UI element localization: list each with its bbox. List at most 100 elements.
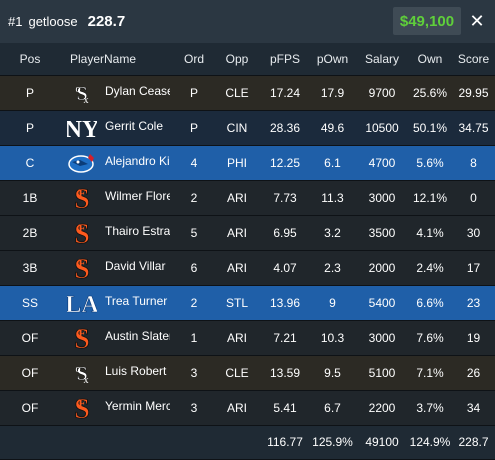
player-name[interactable]: Austin Slater bbox=[105, 320, 175, 355]
batting-order: 3 bbox=[175, 355, 213, 390]
projected-fps: 17.24 bbox=[261, 75, 309, 110]
svg-text:S: S bbox=[74, 254, 90, 283]
actual-ownership: 5.6% bbox=[408, 145, 452, 180]
projected-ownership: 49.6 bbox=[309, 110, 356, 145]
dodgers-icon: LA bbox=[64, 288, 100, 318]
column-header-own[interactable]: Own bbox=[408, 43, 452, 75]
svg-text:S: S bbox=[74, 219, 90, 248]
column-header-opp[interactable]: Opp bbox=[213, 43, 261, 75]
table-header-row: Pos PlayerName Ord Opp pFPS pOwn Salary … bbox=[0, 43, 495, 75]
player-name[interactable]: Alejandro Kirk bbox=[105, 145, 175, 180]
svg-text:F: F bbox=[78, 326, 85, 340]
batting-order: 5 bbox=[175, 215, 213, 250]
player-score: 29.95 bbox=[452, 75, 495, 110]
svg-text:S: S bbox=[74, 324, 90, 353]
player-name[interactable]: Dylan Cease bbox=[105, 75, 175, 110]
salary: 3000 bbox=[356, 180, 408, 215]
opponent: ARI bbox=[213, 390, 261, 425]
total-salary: 49100 bbox=[356, 425, 408, 459]
projected-fps: 7.21 bbox=[261, 320, 309, 355]
player-name[interactable]: Yermin Mercedes bbox=[105, 390, 175, 425]
svg-text:S: S bbox=[74, 394, 90, 423]
salary: 5100 bbox=[356, 355, 408, 390]
column-header-pown[interactable]: pOwn bbox=[309, 43, 356, 75]
player-position: P bbox=[0, 110, 60, 145]
player-position: P bbox=[0, 75, 60, 110]
total-score: 228.7 bbox=[452, 425, 495, 459]
projected-ownership: 9.5 bbox=[309, 355, 356, 390]
player-score: 30 bbox=[452, 215, 495, 250]
svg-text:F: F bbox=[78, 396, 85, 410]
yankees-icon: NY bbox=[64, 113, 100, 143]
svg-text:x: x bbox=[84, 95, 89, 106]
player-name[interactable]: Wilmer Flores bbox=[105, 180, 175, 215]
team-logo: NY bbox=[60, 110, 105, 145]
table-row[interactable]: OF S F Austin Slater 1 ARI 7.21 10.3 3000 7.6% 19 bbox=[0, 320, 495, 355]
actual-ownership: 7.6% bbox=[408, 320, 452, 355]
column-header-ord[interactable]: Ord bbox=[175, 43, 213, 75]
table-row[interactable]: PNYGerrit ColePCIN28.3649.61050050.1%34.… bbox=[0, 110, 495, 145]
svg-text:F: F bbox=[78, 221, 85, 235]
projected-ownership: 2.3 bbox=[309, 250, 356, 285]
player-name[interactable]: David Villar bbox=[105, 250, 175, 285]
projected-fps: 28.36 bbox=[261, 110, 309, 145]
totals-row: 116.77 125.9% 49100 124.9% 228.7 bbox=[0, 425, 495, 459]
player-position: SS bbox=[0, 285, 60, 320]
projected-ownership: 6.1 bbox=[309, 145, 356, 180]
column-header-salary[interactable]: Salary bbox=[356, 43, 408, 75]
team-logo: LA bbox=[60, 285, 105, 320]
player-score: 26 bbox=[452, 355, 495, 390]
projected-fps: 13.59 bbox=[261, 355, 309, 390]
lineup-table: Pos PlayerName Ord Opp pFPS pOwn Salary … bbox=[0, 43, 495, 460]
player-position: OF bbox=[0, 320, 60, 355]
total-pfps: 116.77 bbox=[261, 425, 309, 459]
column-header-pfps[interactable]: pFPS bbox=[261, 43, 309, 75]
player-name[interactable]: Trea Turner bbox=[105, 285, 175, 320]
projected-fps: 12.25 bbox=[261, 145, 309, 180]
projected-fps: 5.41 bbox=[261, 390, 309, 425]
opponent: STL bbox=[213, 285, 261, 320]
close-icon[interactable]: ✕ bbox=[469, 10, 485, 31]
player-score: 8 bbox=[452, 145, 495, 180]
salary: 5400 bbox=[356, 285, 408, 320]
player-position: C bbox=[0, 145, 60, 180]
svg-text:o: o bbox=[76, 364, 81, 375]
player-name[interactable]: Thairo Estrada bbox=[105, 215, 175, 250]
player-position: 1B bbox=[0, 180, 60, 215]
player-name[interactable]: Gerrit Cole bbox=[105, 110, 175, 145]
column-header-pos[interactable]: Pos bbox=[0, 43, 60, 75]
actual-ownership: 50.1% bbox=[408, 110, 452, 145]
player-name[interactable]: Luis Robert bbox=[105, 355, 175, 390]
table-row[interactable]: 3B S F David Villar 6 ARI 4.07 2.3 2000 2.4% 17 bbox=[0, 250, 495, 285]
column-header-score[interactable]: Score bbox=[452, 43, 495, 75]
blue-jays-icon bbox=[64, 148, 100, 178]
column-header-playername[interactable]: PlayerName bbox=[60, 43, 175, 75]
svg-text:x: x bbox=[84, 375, 89, 386]
team-logo bbox=[60, 145, 105, 180]
svg-text:NY: NY bbox=[67, 117, 97, 143]
projected-fps: 4.07 bbox=[261, 250, 309, 285]
total-pown: 125.9% bbox=[309, 425, 356, 459]
opponent: CLE bbox=[213, 75, 261, 110]
player-position: OF bbox=[0, 390, 60, 425]
salary: 2000 bbox=[356, 250, 408, 285]
svg-text:o: o bbox=[76, 84, 81, 95]
batting-order: 6 bbox=[175, 250, 213, 285]
player-score: 17 bbox=[452, 250, 495, 285]
player-score: 34.75 bbox=[452, 110, 495, 145]
svg-text:LA: LA bbox=[67, 292, 97, 318]
